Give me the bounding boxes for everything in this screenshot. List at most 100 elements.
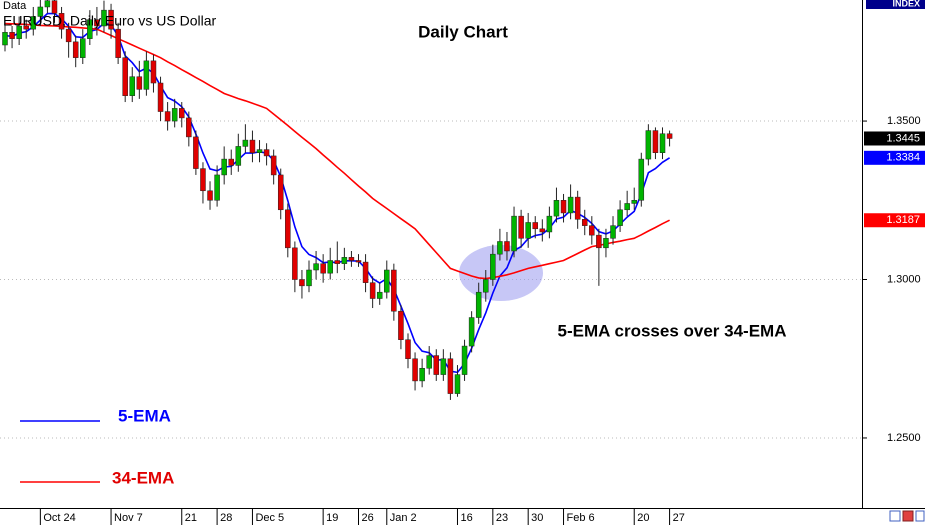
candle-body <box>603 238 609 249</box>
x-tick-label: 26 <box>362 512 374 524</box>
candle-body <box>461 345 468 375</box>
x-tick-label: Dec 5 <box>255 512 284 524</box>
price-tag-label: 1.3384 <box>886 152 920 164</box>
candle-body <box>150 60 157 84</box>
candle-body <box>249 139 256 153</box>
candle-body <box>108 9 114 30</box>
candle-body <box>589 225 595 236</box>
candle-body <box>157 82 164 112</box>
candle-body <box>419 367 425 382</box>
candle-body <box>553 200 560 217</box>
candle-body <box>334 260 341 264</box>
candle-body <box>242 139 249 147</box>
candle-body <box>186 117 192 138</box>
candle-body <box>285 209 291 249</box>
candle-body <box>87 19 93 39</box>
x-tick-label: 20 <box>637 512 649 524</box>
candle-body <box>511 215 517 252</box>
candle-body <box>610 225 616 239</box>
candle-body <box>9 32 15 39</box>
x-tick-label: 19 <box>326 512 338 524</box>
chart-title: Daily Chart <box>418 22 508 41</box>
candle-body <box>546 215 553 233</box>
candle-body <box>617 209 623 226</box>
candle-body <box>207 190 213 201</box>
candle-body <box>235 146 242 166</box>
x-tick-label: 27 <box>673 512 685 524</box>
candle-body <box>101 9 107 27</box>
candle-body <box>348 257 355 261</box>
x-tick-label: 23 <box>496 512 508 524</box>
x-tick-label: 21 <box>185 512 197 524</box>
candle-body <box>30 16 37 30</box>
candle-body <box>539 228 546 233</box>
candle-body <box>468 317 475 347</box>
candle-body <box>525 222 531 239</box>
candle-body <box>263 149 270 157</box>
candle-body <box>122 57 128 96</box>
price-tag <box>864 150 925 165</box>
candle-body <box>412 358 418 382</box>
candle-body <box>426 355 432 369</box>
candle-body <box>270 155 277 176</box>
candle-body <box>221 158 227 176</box>
candle-body <box>475 291 482 318</box>
x-tick-label: Jan 2 <box>390 512 417 524</box>
candle-body <box>369 282 376 299</box>
candle-body <box>2 32 8 46</box>
candle-body <box>362 261 369 283</box>
candle-body <box>94 19 100 27</box>
candle-body <box>129 76 136 96</box>
candle-body <box>51 0 58 14</box>
candle-body <box>391 269 397 312</box>
candle-body <box>37 6 44 17</box>
candle-body <box>532 222 538 230</box>
candle-body <box>44 0 51 8</box>
y-tick-label: 1.3000 <box>887 273 921 285</box>
candle-body <box>341 257 348 264</box>
candle-body <box>490 253 496 280</box>
candle-body <box>313 263 319 271</box>
nav-icon[interactable] <box>889 510 901 522</box>
nav-icon[interactable] <box>902 510 914 522</box>
y-tick-label: 1.2500 <box>887 432 921 444</box>
x-tick-label: 16 <box>460 512 472 524</box>
candle-body <box>567 196 574 214</box>
candle-body <box>320 263 326 274</box>
annotation: 5-EMA crosses over 34-EMA <box>558 321 787 340</box>
legend-label: 5-EMA <box>118 406 171 425</box>
candle-body <box>136 76 143 90</box>
candle-body <box>58 13 65 30</box>
candle-body <box>638 158 645 201</box>
candle-body <box>23 25 29 30</box>
candle-body <box>214 174 220 201</box>
y-tick-label: 1.3500 <box>887 115 921 127</box>
candle-body <box>560 200 567 214</box>
candle-body <box>171 108 178 122</box>
candle-body <box>659 133 666 153</box>
candle-body <box>631 200 637 204</box>
candle-body <box>596 234 602 249</box>
legend-label: 34-EMA <box>112 468 174 487</box>
x-tick-label: Nov 7 <box>114 512 143 524</box>
candle-body <box>355 260 362 263</box>
price-tag-label: 1.3445 <box>886 132 920 144</box>
candle-body <box>299 279 305 287</box>
candle-body <box>376 291 383 299</box>
candle-body <box>115 28 121 58</box>
candle-body <box>483 279 489 293</box>
candle-body <box>518 215 524 239</box>
candle-body <box>72 41 79 58</box>
candle-body <box>447 358 454 394</box>
price-tag <box>864 213 925 228</box>
candle-body <box>200 168 206 192</box>
candle-body <box>652 130 659 153</box>
candle-body <box>164 111 171 122</box>
candle-body <box>581 219 588 226</box>
candle-body <box>306 269 312 287</box>
candle-body <box>398 310 404 340</box>
candle-body <box>645 130 652 160</box>
candle-body <box>454 374 461 394</box>
nav-icon[interactable] <box>915 510 925 522</box>
candle-body <box>327 260 333 274</box>
